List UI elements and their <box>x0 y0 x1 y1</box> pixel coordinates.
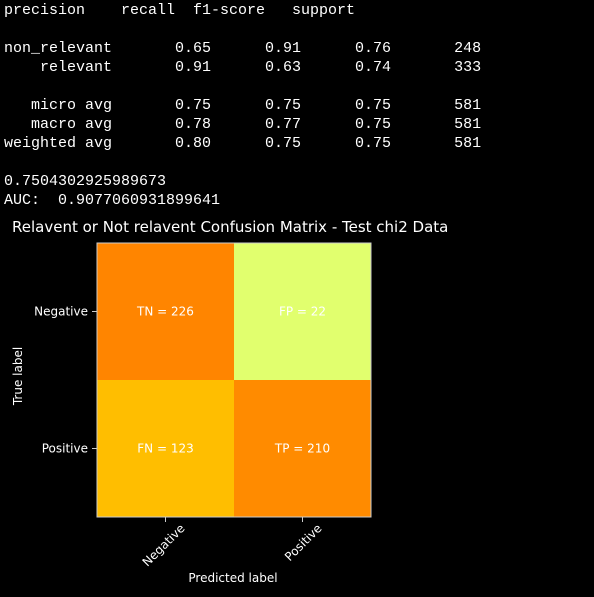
y-tick-label: Negative <box>34 305 88 319</box>
report-line: weighted avg 0.80 0.75 0.75 581 <box>4 135 482 152</box>
confusion-matrix-svg: Relavent or Not relavent Confusion Matri… <box>11 218 448 585</box>
cell-label: TP = 210 <box>274 442 330 456</box>
cell-label: TN = 226 <box>136 305 194 319</box>
x-tick-label: Positive <box>282 521 325 564</box>
x-axis-label: Predicted label <box>188 571 277 585</box>
report-line: micro avg 0.75 0.75 0.75 581 <box>4 97 482 114</box>
y-tick-label: Positive <box>42 442 88 456</box>
matrix-cell <box>234 243 371 380</box>
chart-title: Relavent or Not relavent Confusion Matri… <box>12 218 448 236</box>
report-header: precision recall f1-score support <box>4 2 356 19</box>
report-line: relevant 0.91 0.63 0.74 333 <box>4 59 482 76</box>
cell-label: FP = 22 <box>279 305 326 319</box>
confusion-matrix-chart: Relavent or Not relavent Confusion Matri… <box>0 212 594 597</box>
report-line: macro avg 0.78 0.77 0.75 581 <box>4 116 482 133</box>
y-axis-label: True label <box>11 347 25 406</box>
matrix-cell <box>234 380 371 517</box>
x-tick-label: Negative <box>140 521 188 569</box>
report-line: 0.7504302925989673 <box>4 173 167 190</box>
matrix-cell <box>97 243 234 380</box>
matrix-cell <box>97 380 234 517</box>
cell-label: FN = 123 <box>137 442 193 456</box>
report-line: non_relevant 0.65 0.91 0.76 248 <box>4 40 482 57</box>
plot-frame <box>96 242 372 518</box>
report-line: AUC: 0.9077060931899641 <box>4 192 221 209</box>
